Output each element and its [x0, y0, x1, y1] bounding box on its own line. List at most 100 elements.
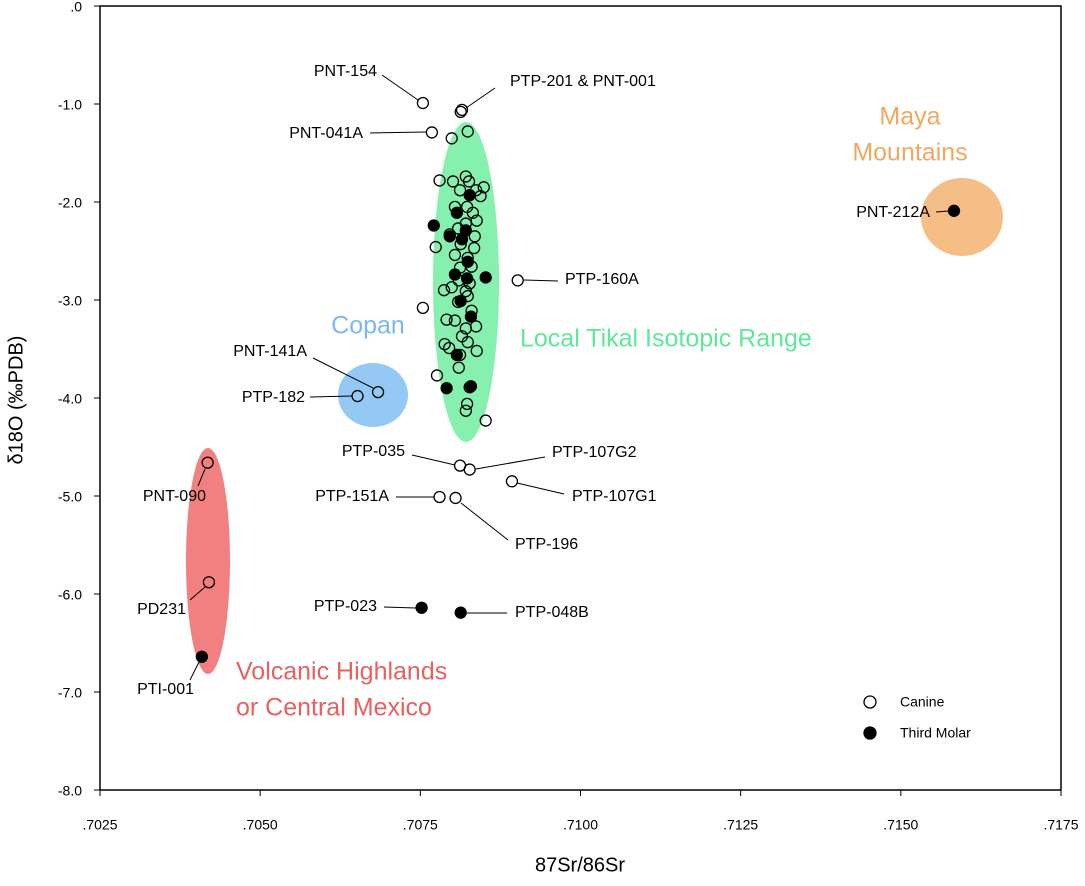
point [433, 174, 446, 187]
point [449, 491, 462, 505]
point [454, 105, 467, 118]
point [461, 125, 474, 138]
point [463, 188, 476, 202]
point-label: PNT-090 [143, 488, 206, 505]
point [452, 361, 465, 374]
leader-line [189, 586, 206, 601]
leader-line [197, 468, 206, 487]
y-tick-label: -1.0 [58, 97, 82, 113]
leader-line [475, 456, 546, 470]
point [351, 389, 364, 403]
point [464, 310, 478, 323]
point [443, 230, 456, 243]
point [479, 271, 492, 284]
x-tick-label: .7175 [1043, 817, 1078, 833]
point [454, 606, 467, 619]
point [463, 463, 476, 476]
leader-line [383, 606, 417, 609]
point [459, 404, 472, 417]
point [415, 601, 428, 614]
point [511, 274, 524, 287]
point [461, 255, 474, 268]
point [371, 385, 385, 399]
region-label: Copan [331, 312, 405, 340]
x-tick-label: .7050 [243, 817, 278, 833]
point [446, 175, 460, 188]
region-label: or Central Mexico [236, 694, 432, 722]
legend-marker [863, 726, 877, 740]
leader-line [312, 357, 374, 389]
x-tick-label: .7125 [723, 817, 758, 833]
point [453, 184, 467, 197]
point [448, 314, 462, 327]
point [455, 233, 469, 246]
point [466, 206, 480, 219]
leader-line [516, 482, 565, 495]
point [468, 230, 481, 243]
point [445, 281, 458, 294]
region-label: Local Tikal Isotopic Range [520, 325, 812, 353]
point [440, 382, 453, 395]
y-tick-label: -8.0 [58, 783, 82, 799]
point [454, 294, 467, 308]
leader-line [935, 210, 949, 213]
point [437, 284, 451, 297]
x-axis-label: 87Sr/86Sr [535, 854, 625, 876]
point [438, 337, 451, 351]
x-tick-label: .7100 [563, 817, 598, 833]
point-label: PTI-001 [137, 681, 194, 698]
region [186, 448, 230, 674]
point-label: PNT-141A [233, 343, 307, 360]
point [462, 175, 476, 188]
leader-line [189, 661, 200, 681]
point-label: PNT-041A [289, 125, 363, 142]
point-label: PNT-154 [314, 63, 377, 80]
leader-line [411, 454, 456, 466]
y-tick-label: -3.0 [58, 293, 82, 309]
region-label: Maya [879, 103, 940, 131]
point-label: PTP-023 [314, 598, 377, 615]
point [443, 341, 456, 355]
point [433, 490, 446, 504]
point [416, 301, 430, 314]
point [448, 268, 462, 281]
point-label: PTP-196 [515, 536, 578, 553]
y-tick-label: .0 [70, 0, 82, 15]
leader-line [309, 395, 353, 398]
region-label: Volcanic Highlands [236, 658, 447, 686]
point [464, 380, 478, 393]
point-label: PTP-151A [315, 488, 389, 505]
point-label: PTP-035 [342, 443, 405, 460]
point [460, 397, 474, 411]
point-label: PTP-107G2 [552, 444, 637, 461]
leader-line [381, 74, 419, 101]
x-tick-label: .7075 [403, 817, 438, 833]
leader-line [523, 279, 559, 282]
y-tick-label: -6.0 [58, 587, 82, 603]
point [460, 272, 474, 285]
point-label: PTP-048B [515, 604, 589, 621]
y-tick-label: -2.0 [58, 195, 82, 211]
y-tick-label: -4.0 [58, 391, 82, 407]
point [505, 475, 519, 488]
leader-line [465, 87, 496, 109]
point [427, 219, 440, 232]
point-label: PTP-160A [565, 271, 639, 288]
point [445, 132, 458, 145]
region-label: Mountains [852, 139, 967, 167]
legend-marker [863, 695, 877, 709]
point [477, 181, 490, 194]
y-tick-label: -7.0 [58, 685, 82, 701]
point-label: PD231 [137, 601, 186, 618]
legend-label: Canine [900, 694, 945, 710]
point [459, 322, 472, 335]
region [921, 178, 1003, 256]
x-tick-label: .7150 [883, 817, 918, 833]
point-label: PTP-182 [242, 389, 305, 406]
point [455, 103, 469, 117]
point [479, 414, 492, 427]
point [202, 576, 216, 589]
point [450, 206, 464, 219]
point [470, 344, 483, 358]
